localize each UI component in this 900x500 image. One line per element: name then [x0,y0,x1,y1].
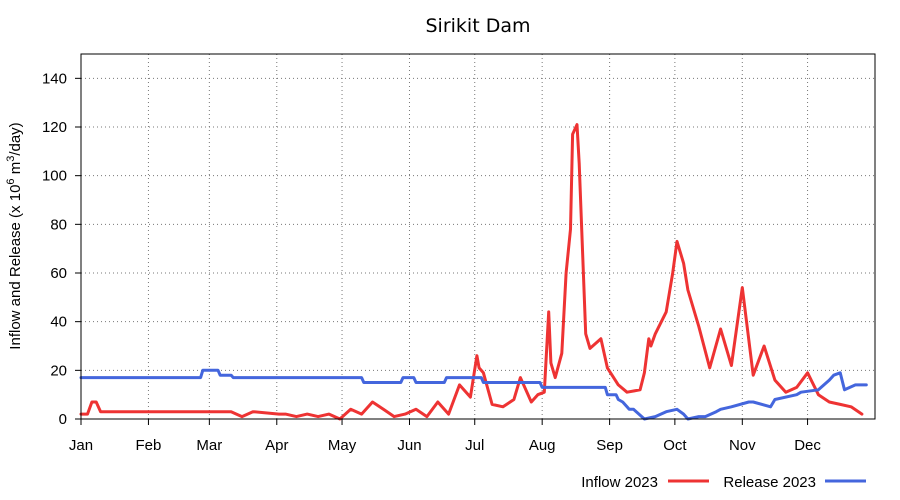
x-tick-label: Jan [69,437,93,454]
x-tick-label: Jun [397,437,421,454]
x-tick-label: Jul [465,437,484,454]
y-tick-label: 120 [42,119,67,136]
y-tick-label: 100 [42,168,67,185]
x-tick-label: Oct [663,437,687,454]
y-tick-label: 40 [50,314,67,331]
x-tick-label: Mar [196,437,222,454]
x-tick-label: May [328,437,357,454]
legend: Inflow 2023 Release 2023 [581,474,866,491]
series-line-release [79,368,868,421]
y-tick-label: 0 [59,411,67,428]
x-tick-label: Apr [265,437,288,454]
x-tick-label: Dec [794,437,821,454]
x-tick-label: Sep [596,437,623,454]
plot-frame [80,53,876,420]
chart-title: Sirikit Dam [426,15,531,37]
x-tick-label: Aug [529,437,556,454]
y-tick-label: 80 [50,216,67,233]
y-tick-label: 140 [42,70,67,87]
y-axis-label: Inflow and Release (x 106 m3/day) [5,122,24,349]
legend-label-release: Release 2023 [723,474,816,491]
ticks-layer: 0 20 40 60 80 100 120 140 Jan Feb Mar Apr May Jun Jul A… [42,70,821,454]
series-line-inflow [79,123,864,421]
x-tick-label: Feb [136,437,162,454]
y-tick-label: 20 [50,362,67,379]
series-layer [79,123,868,421]
y-tick-label: 60 [50,265,67,282]
legend-label-inflow: Inflow 2023 [581,474,658,491]
x-tick-label: Nov [729,437,756,454]
